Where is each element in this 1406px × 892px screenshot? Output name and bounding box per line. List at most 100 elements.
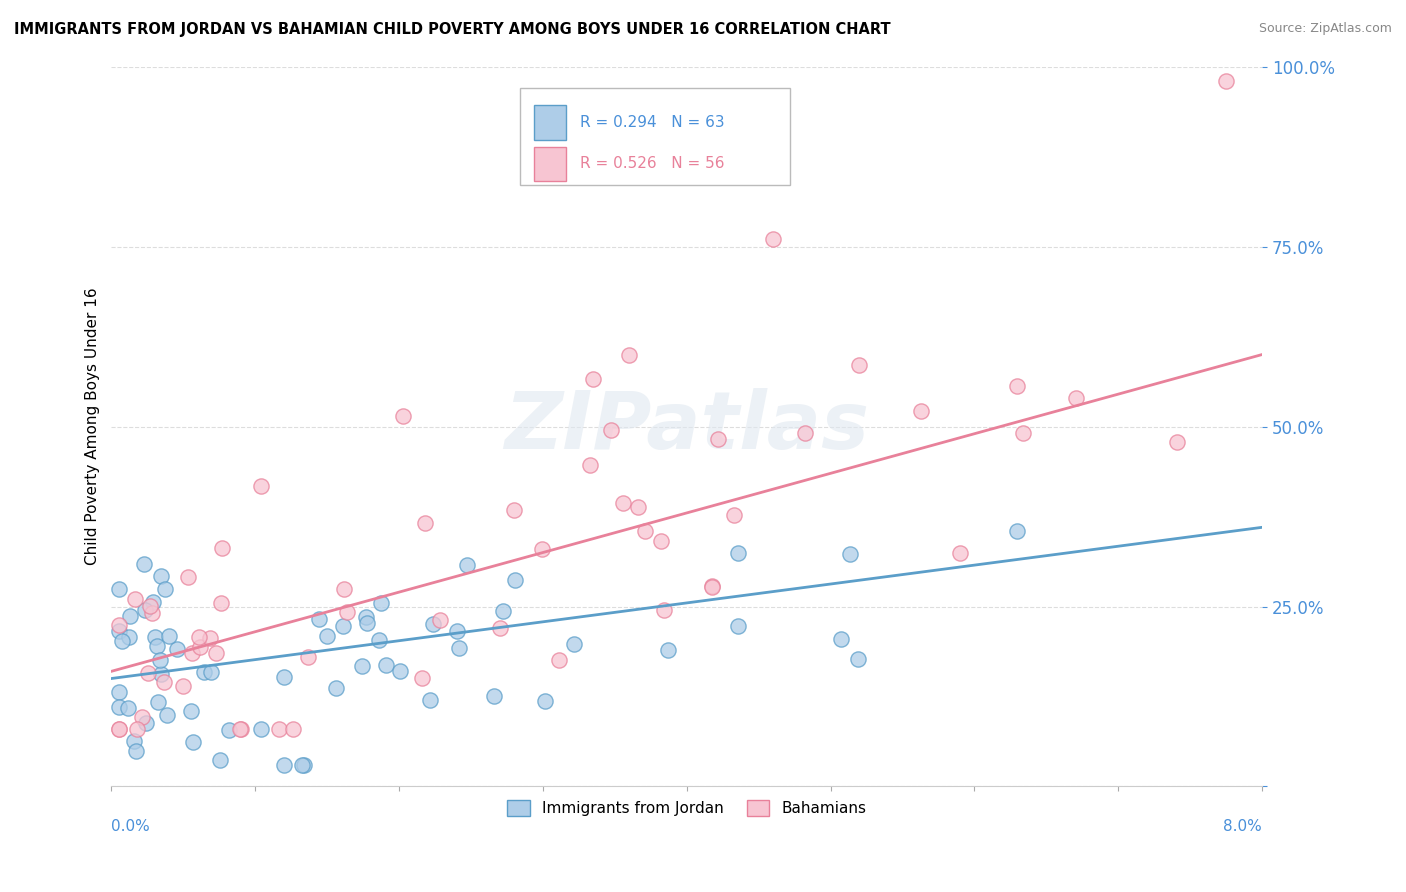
- Point: [910, 404, 932, 418]
- Point: [548, 653, 571, 667]
- Point: [111, 633, 134, 648]
- Point: [333, 582, 356, 596]
- Point: [793, 426, 815, 441]
- Text: ZIPatlas: ZIPatlas: [505, 387, 869, 466]
- Point: [181, 646, 204, 660]
- Point: [1012, 426, 1035, 441]
- Point: [350, 658, 373, 673]
- Point: [830, 632, 852, 646]
- Point: [1064, 391, 1087, 405]
- Point: [177, 570, 200, 584]
- Point: [209, 753, 232, 767]
- Point: [316, 629, 339, 643]
- Point: [198, 631, 221, 645]
- Point: [762, 232, 785, 246]
- FancyBboxPatch shape: [534, 146, 565, 181]
- Point: [1215, 74, 1237, 88]
- Point: [107, 722, 129, 736]
- Point: [446, 624, 468, 638]
- Point: [1007, 524, 1029, 539]
- Point: [107, 624, 129, 639]
- Point: [281, 722, 304, 736]
- Point: [848, 359, 870, 373]
- Point: [370, 596, 392, 610]
- Point: [619, 347, 641, 361]
- Point: [273, 758, 295, 772]
- FancyBboxPatch shape: [520, 88, 790, 186]
- Point: [145, 640, 167, 654]
- Point: [141, 606, 163, 620]
- Text: Source: ZipAtlas.com: Source: ZipAtlas.com: [1258, 22, 1392, 36]
- Point: [308, 612, 330, 626]
- Point: [456, 558, 478, 573]
- Text: 0.0%: 0.0%: [111, 819, 150, 834]
- Point: [292, 758, 315, 772]
- Point: [534, 694, 557, 708]
- Point: [297, 650, 319, 665]
- Point: [413, 516, 436, 530]
- Point: [124, 592, 146, 607]
- Point: [150, 568, 173, 582]
- Point: [650, 534, 672, 549]
- Y-axis label: Child Poverty Among Boys Under 16: Child Poverty Among Boys Under 16: [86, 288, 100, 566]
- Point: [600, 423, 623, 437]
- Point: [706, 433, 728, 447]
- FancyBboxPatch shape: [534, 105, 565, 140]
- Point: [166, 642, 188, 657]
- Point: [354, 610, 377, 624]
- Point: [269, 722, 291, 736]
- Point: [325, 681, 347, 695]
- Point: [657, 643, 679, 657]
- Point: [447, 641, 470, 656]
- Point: [120, 609, 142, 624]
- Point: [138, 599, 160, 613]
- Point: [250, 722, 273, 736]
- Point: [702, 580, 724, 594]
- Point: [846, 652, 869, 666]
- Point: [723, 508, 745, 522]
- Point: [612, 496, 634, 510]
- Point: [489, 621, 512, 635]
- Point: [107, 722, 129, 736]
- Point: [135, 716, 157, 731]
- Point: [118, 630, 141, 644]
- Point: [356, 615, 378, 630]
- Point: [391, 409, 413, 423]
- Point: [700, 579, 723, 593]
- Point: [727, 619, 749, 633]
- Point: [838, 547, 860, 561]
- Point: [107, 582, 129, 597]
- Point: [209, 596, 232, 610]
- Point: [250, 479, 273, 493]
- Point: [153, 582, 176, 596]
- Point: [336, 606, 359, 620]
- Point: [482, 689, 505, 703]
- Point: [150, 667, 173, 681]
- Point: [273, 670, 295, 684]
- Point: [581, 372, 603, 386]
- Point: [1166, 434, 1188, 449]
- Point: [231, 722, 253, 736]
- Point: [503, 573, 526, 587]
- Point: [411, 672, 433, 686]
- Text: R = 0.526   N = 56: R = 0.526 N = 56: [579, 156, 724, 171]
- Point: [578, 458, 600, 472]
- Point: [429, 613, 451, 627]
- Point: [200, 665, 222, 680]
- Point: [188, 630, 211, 644]
- Point: [374, 658, 396, 673]
- Point: [107, 700, 129, 714]
- Point: [131, 709, 153, 723]
- Point: [117, 701, 139, 715]
- Text: R = 0.294   N = 63: R = 0.294 N = 63: [579, 115, 724, 130]
- Point: [727, 545, 749, 559]
- Point: [107, 685, 129, 699]
- Point: [188, 640, 211, 655]
- Point: [172, 679, 194, 693]
- Point: [291, 758, 314, 772]
- Point: [156, 708, 179, 723]
- Point: [157, 629, 180, 643]
- Point: [125, 722, 148, 736]
- Point: [654, 602, 676, 616]
- Point: [180, 704, 202, 718]
